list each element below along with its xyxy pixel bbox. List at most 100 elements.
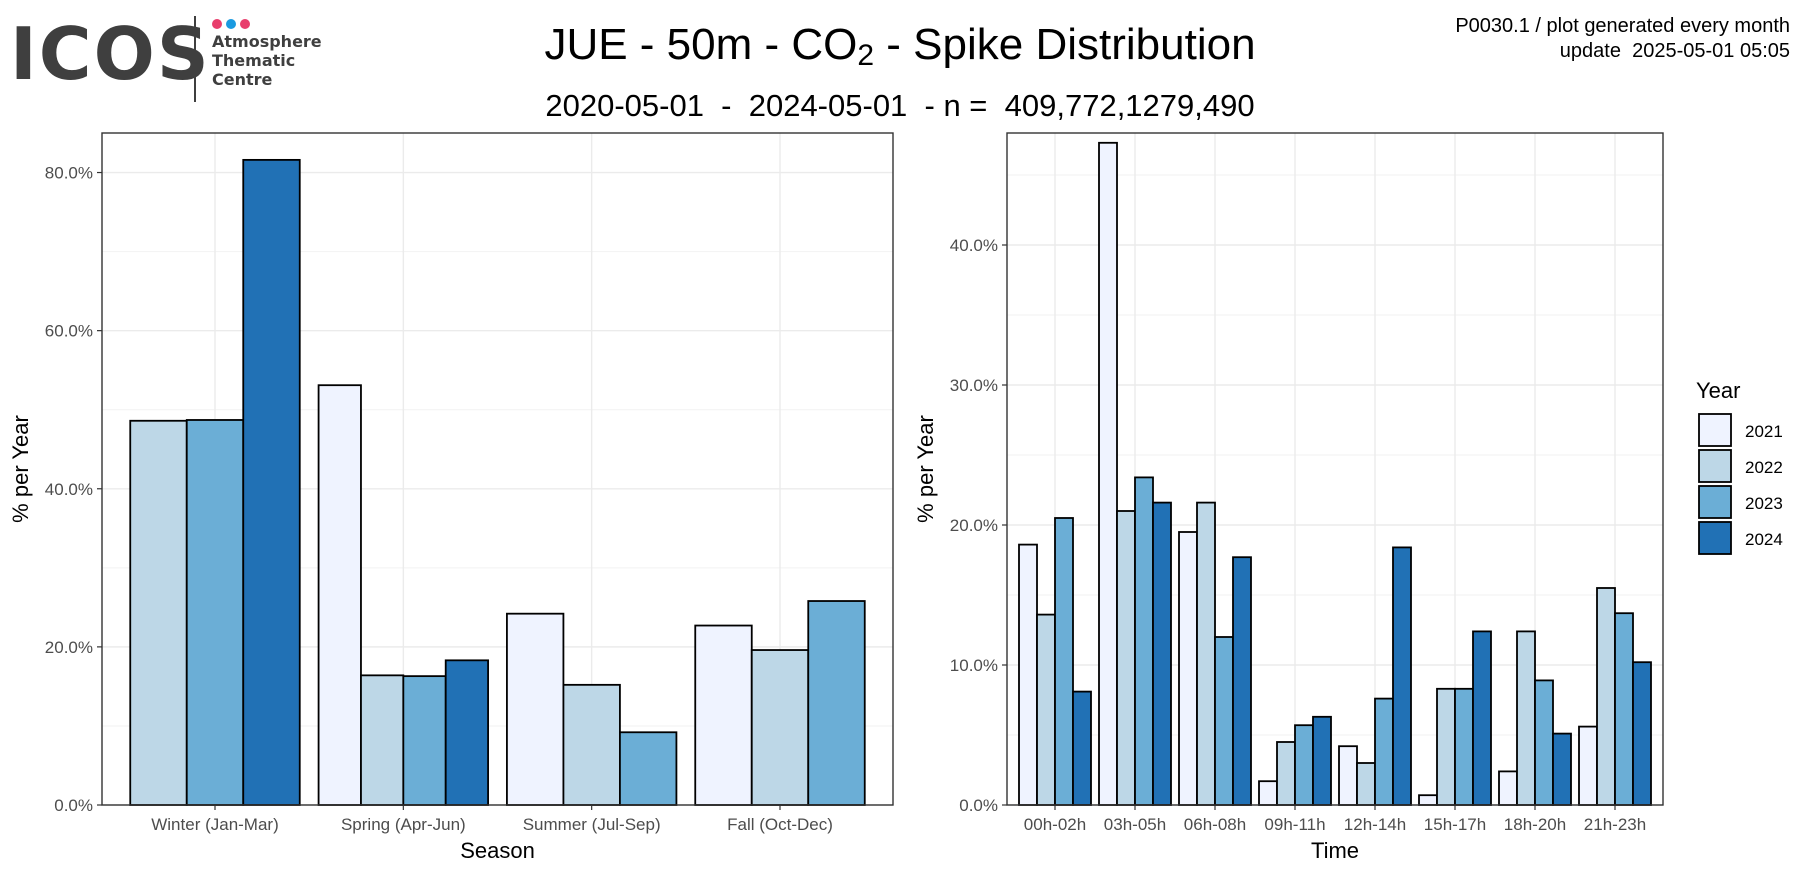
y-tick-label: 60.0% <box>45 322 93 341</box>
logo-text: Atmosphere Thematic Centre <box>212 32 322 89</box>
bar <box>1312 715 1332 806</box>
bar <box>1178 531 1198 806</box>
bar <box>1454 687 1474 806</box>
y-axis-title: % per Year <box>913 415 938 523</box>
bar <box>444 659 489 806</box>
y-tick-label: 20.0% <box>45 638 93 657</box>
x-tick-label: Fall (Oct-Dec) <box>727 815 833 834</box>
bar <box>562 683 621 806</box>
x-tick-label: 18h-20h <box>1504 815 1566 834</box>
chart-panel-1 <box>97 132 894 810</box>
bar <box>1116 510 1136 806</box>
bar <box>1036 613 1056 806</box>
bar <box>360 674 405 806</box>
meta-line-1: P0030.1 / plot generated every month <box>1455 15 1790 37</box>
bar <box>1258 780 1278 806</box>
legend-title: Year <box>1696 378 1740 403</box>
logo-line: Centre <box>212 70 273 89</box>
legend-item-label: 2022 <box>1745 458 1783 477</box>
title-main: JUE - 50m - CO <box>544 20 858 69</box>
page-subtitle: 2020-05-01 - 2024-05-01 - n = 409,772,12… <box>545 88 1255 123</box>
page-title: JUE - 50m - CO2 - Spike Distribution <box>0 18 1800 83</box>
bar <box>694 624 753 806</box>
x-tick-label: 09h-11h <box>1264 815 1325 834</box>
bar <box>1232 556 1252 806</box>
y-tick-label: 40.0% <box>45 480 93 499</box>
title-subscript: 2 <box>857 39 875 72</box>
panel-border <box>1006 132 1664 806</box>
x-axis-title: Time <box>1311 838 1359 863</box>
bar <box>1196 501 1216 806</box>
x-tick-label: 12h-14h <box>1344 815 1406 834</box>
logo-dots <box>212 16 254 34</box>
bar <box>1214 636 1234 806</box>
y-tick-label: 80.0% <box>45 164 93 183</box>
x-tick-label: Spring (Apr-Jun) <box>341 815 466 834</box>
logo-dot <box>240 19 250 29</box>
logo-wordmark: ICOS <box>10 12 211 96</box>
bar <box>1596 587 1616 806</box>
bar <box>1552 732 1572 806</box>
legend-item-label: 2024 <box>1745 530 1783 549</box>
y-tick-label: 0.0% <box>54 796 93 815</box>
legend-swatch <box>1698 521 1732 555</box>
legend-swatch <box>1698 413 1732 447</box>
chart-panel-2 <box>1002 132 1664 810</box>
bar <box>1578 725 1598 806</box>
bar <box>1294 724 1314 806</box>
bar <box>1534 679 1554 806</box>
bar <box>1472 630 1492 806</box>
x-tick-label: Summer (Jul-Sep) <box>523 815 661 834</box>
bar <box>1356 762 1376 806</box>
y-tick-label: 40.0% <box>950 236 998 255</box>
bar <box>1098 141 1118 806</box>
bar <box>750 649 810 806</box>
bar <box>317 384 362 806</box>
bar <box>506 612 565 806</box>
icos-logo: ICOS Atmosphere Thematic Centre <box>0 0 330 110</box>
bar <box>129 419 188 806</box>
bar <box>1276 741 1296 806</box>
x-tick-label: 00h-02h <box>1024 815 1086 834</box>
bar <box>402 675 447 806</box>
y-tick-label: 20.0% <box>950 516 998 535</box>
bar <box>619 731 678 806</box>
bar <box>1018 543 1038 806</box>
bar <box>185 419 245 806</box>
logo-line: Thematic <box>212 51 296 70</box>
bar <box>1392 546 1412 806</box>
meta-line-2: update 2025-05-01 05:05 <box>1559 40 1790 62</box>
bar <box>1374 697 1394 806</box>
bar <box>242 158 301 806</box>
logo-dot <box>226 19 236 29</box>
x-tick-label: 03h-05h <box>1104 815 1166 834</box>
legend-swatch <box>1698 485 1732 519</box>
bar <box>807 600 866 806</box>
bar <box>1632 661 1652 806</box>
bar <box>1072 690 1092 806</box>
x-tick-label: Winter (Jan-Mar) <box>151 815 279 834</box>
y-tick-label: 0.0% <box>959 796 998 815</box>
legend-swatch <box>1698 449 1732 483</box>
x-tick-label: 15h-17h <box>1424 815 1486 834</box>
bar <box>1516 630 1536 806</box>
bar <box>1338 745 1358 806</box>
logo-line: Atmosphere <box>212 32 322 51</box>
panel-border <box>101 132 894 806</box>
logo-divider <box>194 16 196 102</box>
legend-item-label: 2021 <box>1745 422 1783 441</box>
bar <box>1614 612 1634 806</box>
y-tick-label: 10.0% <box>950 656 998 675</box>
x-axis-title: Season <box>460 838 535 863</box>
bar <box>1134 476 1154 806</box>
bar <box>1436 687 1456 806</box>
y-axis-title: % per Year <box>8 415 33 523</box>
logo-dot <box>212 19 222 29</box>
bar <box>1054 517 1074 806</box>
title-rest: - Spike Distribution <box>874 20 1256 69</box>
y-tick-label: 30.0% <box>950 376 998 395</box>
bar <box>1418 794 1438 806</box>
plot-meta: P0030.1 / plot generated every month upd… <box>1455 14 1790 64</box>
x-tick-label: 06h-08h <box>1184 815 1246 834</box>
